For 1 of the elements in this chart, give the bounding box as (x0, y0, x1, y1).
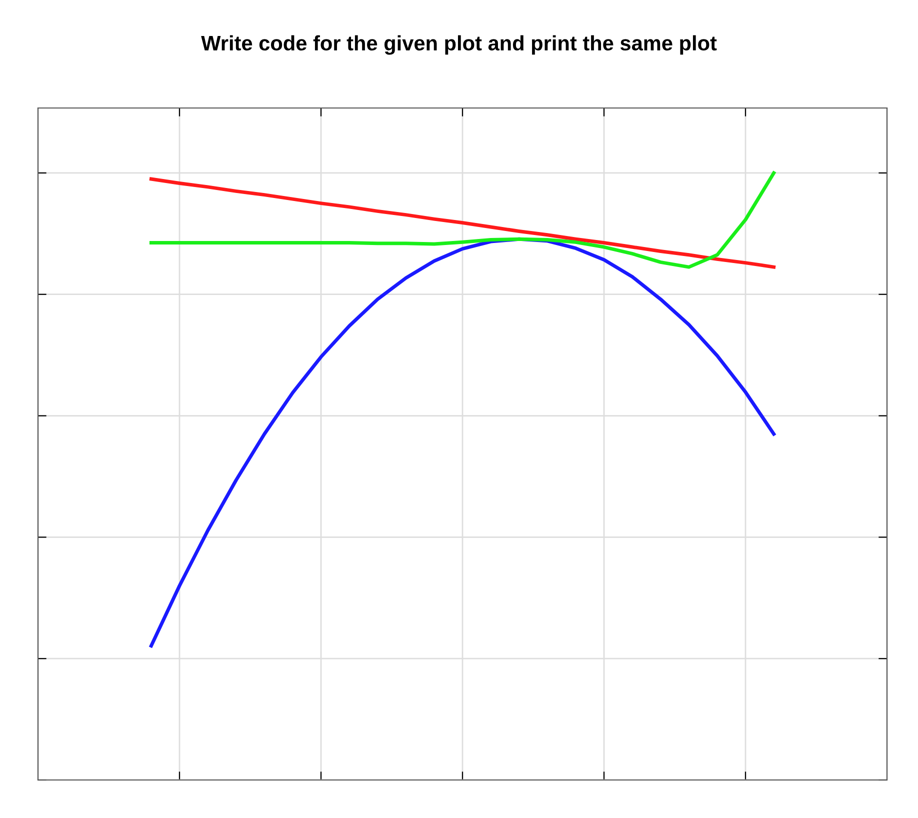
chart-title: Write code for the given plot and print the same plot (201, 35, 717, 55)
